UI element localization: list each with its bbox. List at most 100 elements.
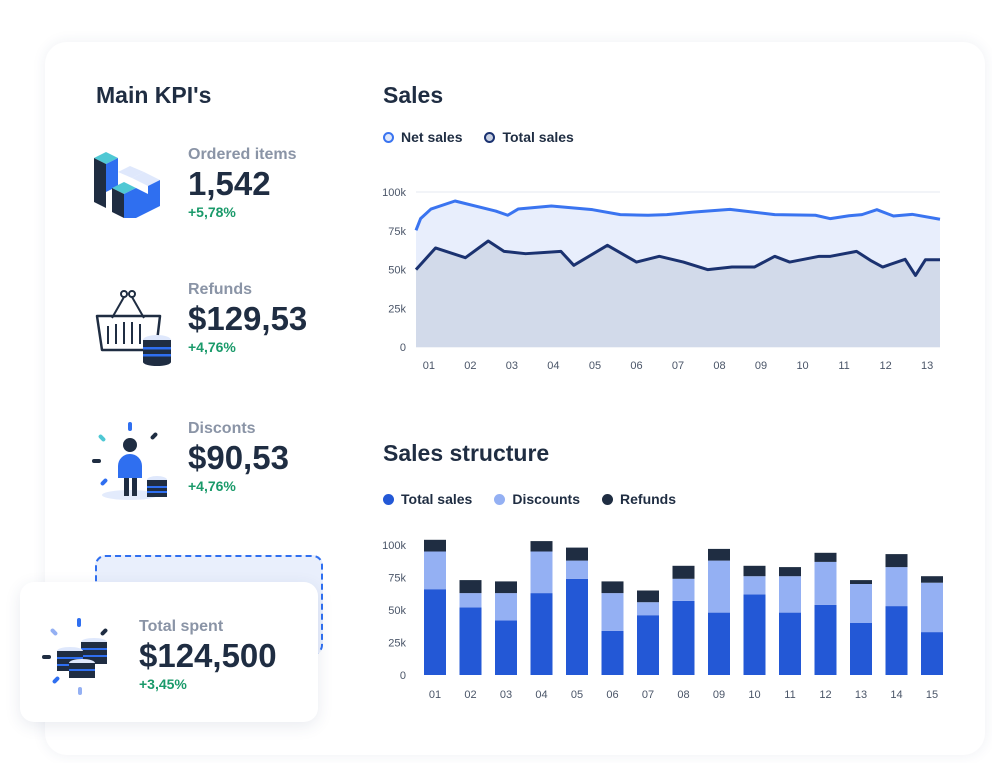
legend-refunds[interactable]: Refunds bbox=[602, 491, 676, 507]
x-tick-label: 04 bbox=[535, 689, 547, 701]
bar-segment-discounts bbox=[601, 593, 624, 631]
x-tick-label: 11 bbox=[838, 360, 849, 372]
bar-segment-refunds bbox=[601, 581, 624, 594]
x-tick-label: 09 bbox=[755, 360, 767, 372]
y-tick-label: 25k bbox=[388, 303, 406, 315]
kpi-label: Disconts bbox=[188, 420, 256, 437]
x-tick-label: 10 bbox=[748, 689, 760, 701]
x-tick-label: 12 bbox=[879, 360, 891, 372]
bar-segment-discounts bbox=[424, 551, 446, 590]
bar-segment-discounts bbox=[708, 560, 730, 613]
x-tick-label: 05 bbox=[589, 360, 601, 372]
y-tick-label: 100k bbox=[382, 540, 406, 552]
legend-discounts[interactable]: Discounts bbox=[494, 491, 580, 507]
legend-marker bbox=[383, 131, 394, 143]
legend-label: Net sales bbox=[401, 129, 463, 145]
x-tick-label: 05 bbox=[571, 689, 583, 701]
x-tick-label: 06 bbox=[606, 689, 618, 701]
bar-segment-total-sales bbox=[495, 620, 517, 675]
kpi-refunds: Refunds $129,53 +4,76% bbox=[188, 281, 307, 355]
bar-segment-total-sales bbox=[708, 612, 730, 675]
x-tick-label: 01 bbox=[423, 360, 435, 372]
bar-segment-refunds bbox=[424, 539, 446, 552]
bar-segment-refunds bbox=[814, 552, 837, 562]
kpi-value: 1,542 bbox=[188, 165, 271, 202]
legend-marker bbox=[494, 493, 506, 505]
legend-label: Discounts bbox=[512, 491, 581, 507]
bar-segment-discounts bbox=[779, 576, 801, 613]
legend-net-sales[interactable]: Net sales bbox=[383, 129, 462, 145]
legend-total-sales[interactable]: Total sales bbox=[383, 491, 472, 507]
y-tick-label: 0 bbox=[400, 342, 406, 354]
kpi-value: $124,500 bbox=[139, 637, 277, 674]
x-tick-label: 03 bbox=[506, 360, 518, 372]
legend-marker bbox=[602, 493, 614, 505]
y-tick-label: 100k bbox=[382, 187, 406, 199]
sales-chart-title: Sales bbox=[383, 82, 444, 108]
bar-segment-refunds bbox=[743, 565, 766, 577]
bar-segment-total-sales bbox=[601, 630, 624, 675]
legend-marker bbox=[383, 493, 394, 505]
bar-segment-refunds bbox=[921, 576, 943, 583]
bar-segment-discounts bbox=[530, 551, 553, 594]
x-tick-label: 07 bbox=[642, 689, 654, 701]
x-tick-label: 08 bbox=[713, 360, 725, 372]
y-tick-label: 50k bbox=[388, 605, 406, 617]
kpi-label: Refunds bbox=[188, 281, 252, 298]
bar-segment-total-sales bbox=[566, 578, 588, 675]
kpi-change: +3,45% bbox=[139, 676, 187, 692]
kpi-ordered-items: Ordered items 1,542 +5,78% bbox=[188, 146, 296, 220]
bar-segment-total-sales bbox=[672, 600, 695, 675]
x-tick-label: 09 bbox=[713, 689, 725, 701]
isometric-blocks-icon bbox=[94, 152, 160, 218]
y-tick-label: 0 bbox=[400, 670, 406, 682]
x-tick-label: 01 bbox=[429, 689, 441, 701]
basket-coins-icon bbox=[95, 290, 171, 366]
kpi-change: +4,76% bbox=[188, 339, 236, 355]
bar-segment-discounts bbox=[850, 584, 872, 623]
kpi-change: +5,78% bbox=[188, 204, 236, 220]
bar-segment-total-sales bbox=[424, 589, 446, 675]
bar-segment-discounts bbox=[637, 602, 659, 616]
person-coins-icon bbox=[92, 422, 167, 500]
sales-legend: Net sales Total sales bbox=[383, 129, 574, 145]
x-tick-label: 04 bbox=[547, 360, 559, 372]
x-tick-label: 07 bbox=[672, 360, 684, 372]
bar-segment-refunds bbox=[566, 547, 588, 561]
x-tick-label: 03 bbox=[500, 689, 512, 701]
kpi-value: $90,53 bbox=[188, 439, 289, 476]
bar-segment-refunds bbox=[708, 548, 730, 561]
series-line bbox=[414, 239, 940, 277]
bar-segment-refunds bbox=[672, 565, 695, 579]
kpi-value: $129,53 bbox=[188, 300, 308, 337]
legend-label: Total sales bbox=[401, 491, 473, 507]
x-tick-label: 08 bbox=[677, 689, 689, 701]
bar-segment-total-sales bbox=[850, 623, 872, 675]
series-area bbox=[416, 240, 940, 347]
bar-segment-total-sales bbox=[530, 593, 553, 675]
bar-segment-total-sales bbox=[637, 615, 659, 675]
total-spent-card[interactable]: Total spent $124,500 +3,45% bbox=[20, 582, 318, 722]
y-tick-label: 75k bbox=[388, 226, 406, 238]
x-tick-label: 06 bbox=[630, 360, 642, 372]
legend-total-sales[interactable]: Total sales bbox=[484, 129, 574, 145]
kpi-label: Ordered items bbox=[188, 146, 297, 163]
bar-segment-discounts bbox=[814, 561, 837, 605]
sales-structure-bar-chart: 0 25k 50k 75k 100k 01 02 03 04 05 06 07 08 09 10 11 12 13… bbox=[382, 539, 943, 701]
y-tick-label: 25k bbox=[388, 638, 406, 650]
bar-segment-refunds bbox=[850, 580, 872, 584]
bar-segment-total-sales bbox=[459, 607, 482, 675]
legend-marker bbox=[484, 131, 496, 143]
y-tick-label: 50k bbox=[388, 265, 406, 277]
y-tick-label: 75k bbox=[388, 573, 406, 585]
x-tick-label: 13 bbox=[921, 360, 933, 372]
bar-segment-discounts bbox=[495, 593, 517, 621]
bar-segment-discounts bbox=[743, 576, 766, 595]
bar-segment-refunds bbox=[495, 581, 517, 594]
x-tick-label: 14 bbox=[890, 689, 902, 701]
sales-area-chart: 0 25k 50k 75k 100k 01 02 03 04 05 06 07 08 09 10 11 12 13 bbox=[382, 187, 941, 372]
kpi-total-spent: Total spent $124,500 +3,45% bbox=[139, 618, 277, 692]
x-tick-label: 12 bbox=[819, 689, 831, 701]
x-tick-label: 13 bbox=[855, 689, 867, 701]
bar-segment-discounts bbox=[566, 560, 588, 579]
